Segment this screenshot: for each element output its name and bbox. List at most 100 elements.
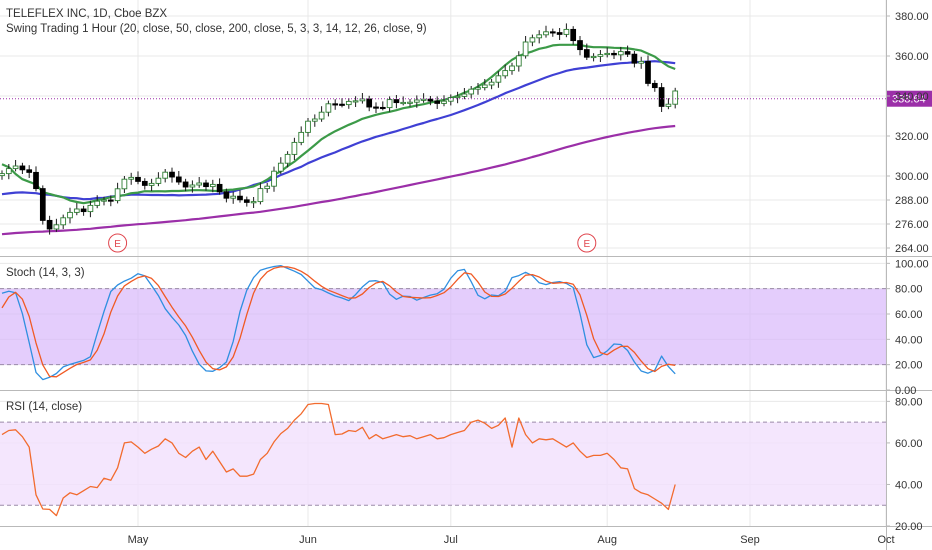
candle-up (454, 95, 461, 99)
candle-down (379, 106, 386, 110)
ma20-line (1, 43, 676, 205)
y-tick-label: 300.00 (895, 171, 929, 183)
candle-up (230, 195, 237, 199)
last-price-label: 338.64 (892, 94, 926, 106)
candle-down (658, 87, 665, 107)
candle-down (570, 28, 577, 42)
candle-up (597, 54, 604, 57)
earnings-marker (108, 233, 128, 253)
candle-up (563, 28, 570, 35)
candle-layer (0, 23, 679, 235)
y-tick-label: 80.00 (895, 396, 923, 408)
candle-up (53, 224, 60, 230)
y-tick-label: 60.00 (895, 309, 923, 321)
marker-layer: 338.64 E E (0, 90, 932, 253)
candle-up (468, 88, 475, 95)
candle-up (345, 100, 352, 106)
earnings-marker (577, 233, 597, 253)
candle-down (624, 51, 631, 55)
candle-down (203, 182, 209, 188)
candle-up (413, 99, 420, 103)
candle-down (645, 60, 651, 84)
series-layer (1, 43, 676, 517)
candle-up (121, 178, 128, 190)
candle-up (543, 31, 549, 36)
candle-down (182, 181, 189, 188)
last-price-tag (887, 90, 932, 107)
candle-up (672, 90, 679, 105)
candle-up (488, 81, 495, 86)
y-tick-label: 0.00 (895, 385, 916, 397)
y-tick-label: 40.00 (895, 479, 923, 491)
candle-down (80, 208, 87, 213)
candle-down (434, 100, 441, 104)
candle-up (515, 55, 522, 67)
candle-up (5, 168, 12, 175)
candle-down (33, 171, 39, 190)
candle-down (26, 169, 33, 173)
candle-up (359, 98, 366, 102)
candle-up (250, 201, 257, 204)
candle-up (271, 170, 277, 187)
y-tick-label: 100.00 (895, 258, 929, 270)
candle-up (352, 100, 359, 103)
candle-up (0, 173, 5, 177)
earnings-marker-label: E (114, 239, 121, 250)
candle-up (481, 84, 488, 89)
y-tick-label: 264.00 (895, 243, 929, 255)
candle-up (495, 75, 502, 83)
candle-down (141, 180, 148, 186)
earnings-marker-label: E (583, 239, 590, 250)
candle-up (209, 183, 216, 188)
candle-down (332, 103, 339, 106)
candle-up (189, 184, 196, 188)
y-tick-label: 20.00 (895, 360, 923, 372)
candle-down (243, 199, 250, 203)
stoch-d-line (1, 266, 676, 378)
candle-up (447, 97, 454, 102)
candle-down (223, 191, 230, 199)
candle-up (67, 211, 73, 219)
candle-down (135, 176, 141, 182)
candle-up (461, 93, 468, 97)
rsi-pane-title: RSI (14, close) (6, 401, 82, 413)
candle-up (420, 98, 427, 101)
candle-up (536, 34, 543, 39)
x-tick-label: Jun (299, 534, 317, 546)
y-tick-label: 60.00 (895, 438, 923, 450)
candle-up (148, 182, 155, 186)
candle-up (114, 188, 121, 202)
candle-up (441, 100, 447, 104)
y-tick-label: 276.00 (895, 219, 929, 231)
candle-up (502, 70, 509, 77)
y-tick-label: 380.00 (895, 11, 929, 23)
candle-down (393, 99, 400, 104)
candle-down (373, 106, 379, 109)
candle-down (556, 32, 563, 35)
candle-up (665, 103, 672, 107)
candle-up (318, 111, 325, 120)
candle-up (400, 101, 407, 105)
band-layer (0, 288, 886, 506)
candle-up (325, 103, 332, 113)
candle-up (264, 185, 271, 190)
candle-down (427, 98, 434, 102)
candle-up (298, 131, 305, 143)
chart-title: TELEFLEX INC, 1D, Cboe BZX (6, 8, 167, 20)
candle-up (604, 52, 611, 56)
candle-up (291, 141, 298, 155)
rsi-line (1, 402, 676, 517)
candle-up (12, 165, 19, 170)
candle-up (162, 171, 169, 179)
candle-down (366, 98, 373, 108)
candle-down (237, 195, 243, 201)
candle-down (577, 40, 583, 51)
candle-up (128, 176, 135, 180)
study-legend: Swing Trading 1 Hour (20, close, 50, clo… (6, 23, 427, 35)
candle-up (196, 182, 203, 186)
candle-up (101, 199, 107, 202)
candle-up (529, 37, 536, 43)
candle-down (651, 82, 658, 89)
